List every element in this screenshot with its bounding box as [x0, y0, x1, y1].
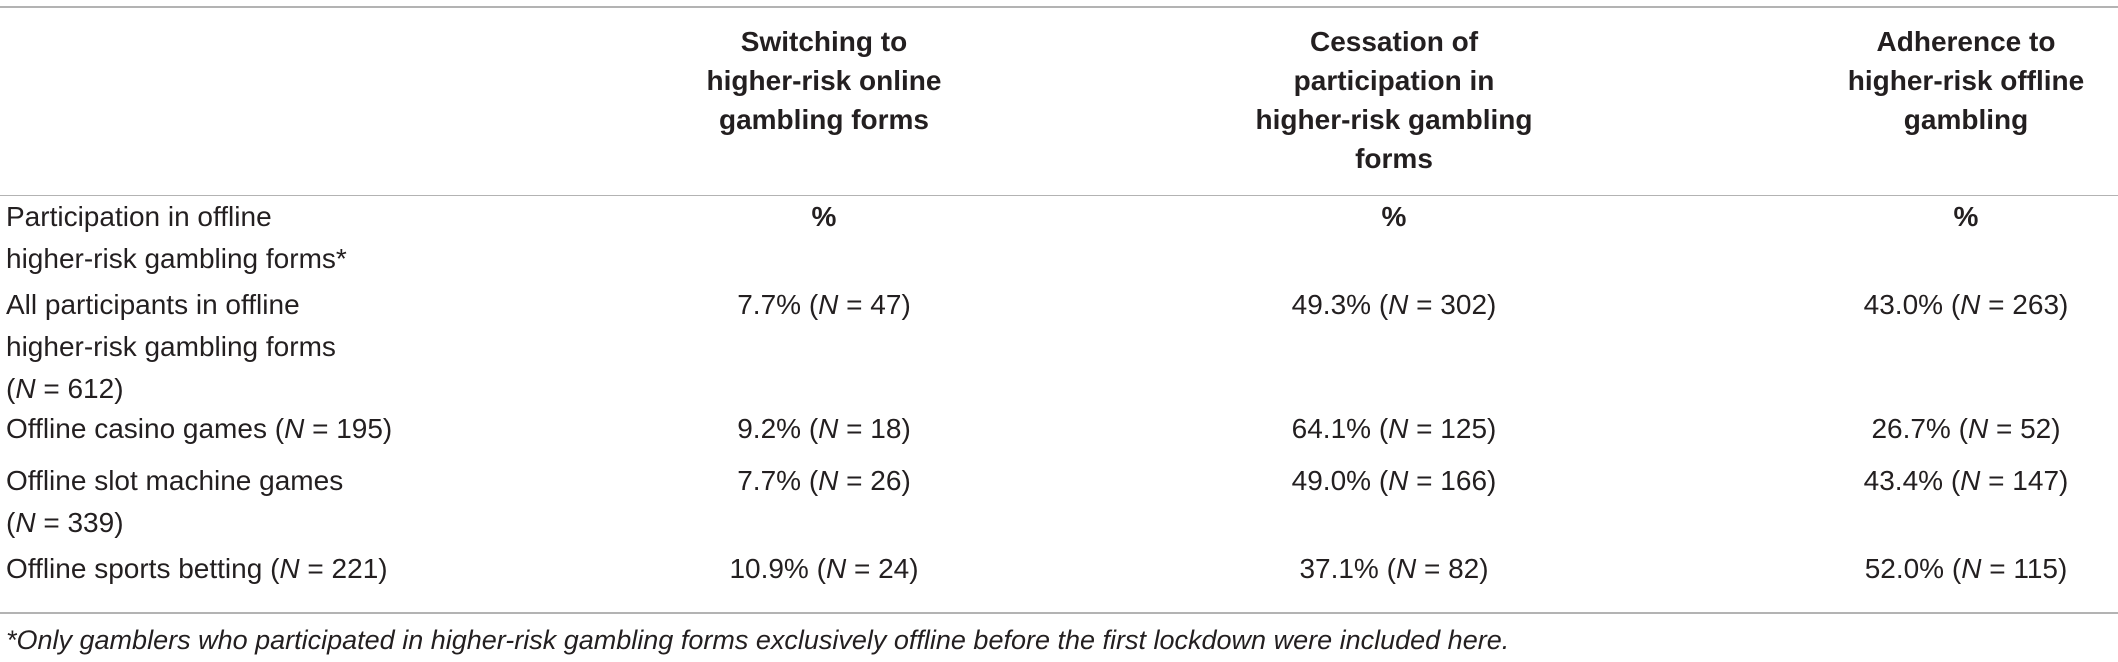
row-label-line: All participants in offline: [6, 289, 300, 320]
column-header-line: Switching to: [740, 26, 908, 57]
table-cell: 49.3% (N = 302): [1291, 289, 1497, 320]
table-header-rule: [0, 195, 2118, 196]
table-cell: 26.7% (N = 52): [1871, 413, 2061, 444]
table-cell: 7.7% (N = 47): [737, 289, 911, 320]
column-header-line: gambling forms: [718, 104, 929, 135]
row-label: Offline sports betting (N = 221): [6, 548, 406, 590]
table-cell: 10.9% (N = 24): [729, 553, 919, 584]
column-header-line: participation in: [1293, 65, 1495, 96]
column-header-line: higher-risk online: [706, 65, 942, 96]
table-cell: 7.7% (N = 26): [737, 465, 911, 496]
table-bottom-rule: [0, 612, 2118, 614]
column-header-line: Cessation of: [1309, 26, 1479, 57]
row-label-line: higher-risk gambling forms: [6, 331, 336, 362]
row-label: Participation in offline higher-risk gam…: [6, 196, 406, 280]
table-cell: %: [1381, 201, 1407, 232]
column-header-line: higher-risk gambling: [1255, 104, 1533, 135]
table-cell: 49.0% (N = 166): [1291, 465, 1497, 496]
table-cell: 43.0% (N = 263): [1863, 289, 2069, 320]
row-label-line: Offline slot machine games: [6, 465, 344, 496]
column-header-line: gambling: [1903, 104, 2029, 135]
table-cell: 37.1% (N = 82): [1299, 553, 1489, 584]
table-cell: %: [1953, 201, 1979, 232]
column-header-adherence: Adherence to higher-risk offline gamblin…: [1756, 22, 2118, 139]
row-label: All participants in offline higher-risk …: [6, 284, 406, 410]
table-cell: 64.1% (N = 125): [1291, 413, 1497, 444]
column-header-line: forms: [1355, 143, 1433, 174]
row-label-line: (N = 612): [6, 373, 124, 404]
row-label-line: (N = 339): [6, 507, 124, 538]
column-header-cessation: Cessation of participation in higher-ris…: [1184, 22, 1604, 178]
table-top-rule: [0, 6, 2118, 8]
row-label: Offline slot machine games (N = 339): [6, 460, 406, 544]
table-footnote: *Only gamblers who participated in highe…: [6, 625, 1510, 655]
column-header-line: Adherence to: [1876, 26, 2056, 57]
column-header-switching: Switching to higher-risk online gambling…: [614, 22, 1034, 139]
row-label-line: Offline casino games (N = 195): [6, 413, 393, 444]
table-cell: %: [811, 201, 837, 232]
table-cell: 9.2% (N = 18): [737, 413, 911, 444]
row-label-line: higher-risk gambling forms*: [6, 243, 347, 274]
row-label-line: Participation in offline: [6, 201, 272, 232]
table-cell: 52.0% (N = 115): [1864, 553, 2068, 584]
column-header-line: higher-risk offline: [1847, 65, 2085, 96]
row-label-line: Offline sports betting (N = 221): [6, 553, 388, 584]
table-cell: 43.4% (N = 147): [1863, 465, 2069, 496]
row-label: Offline casino games (N = 195): [6, 408, 406, 450]
